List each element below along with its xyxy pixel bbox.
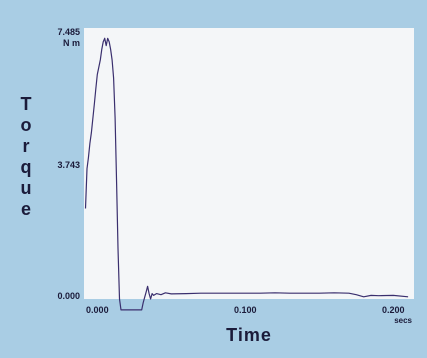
y-unit-label: N m xyxy=(63,38,80,48)
series-group xyxy=(84,37,409,311)
y-top-tick-label: 7.485 xyxy=(57,27,80,37)
y-axis-label-letter: o xyxy=(21,115,32,135)
x-tick-label: 0.200 xyxy=(382,305,405,315)
x-unit-label: secs xyxy=(394,316,412,325)
y-axis-label-letter: r xyxy=(22,136,29,156)
y-axis-label-letter: q xyxy=(21,157,32,177)
plot-area xyxy=(84,28,414,299)
y-axis-label-letter: u xyxy=(21,178,32,198)
y-axis-label-letter: T xyxy=(21,94,32,114)
series-line xyxy=(84,37,409,311)
x-tick-label: 0.100 xyxy=(234,305,257,315)
y-axis-label-letter: e xyxy=(21,199,31,219)
y-bottom-tick-label: 0.000 xyxy=(57,291,80,301)
x-tick-labels: 0.000 0.100 0.200 xyxy=(86,305,404,315)
x-axis-label: Time xyxy=(226,325,272,345)
y-mid-tick-label: 3.743 xyxy=(57,160,80,170)
x-tick-label: 0.000 xyxy=(86,305,109,315)
